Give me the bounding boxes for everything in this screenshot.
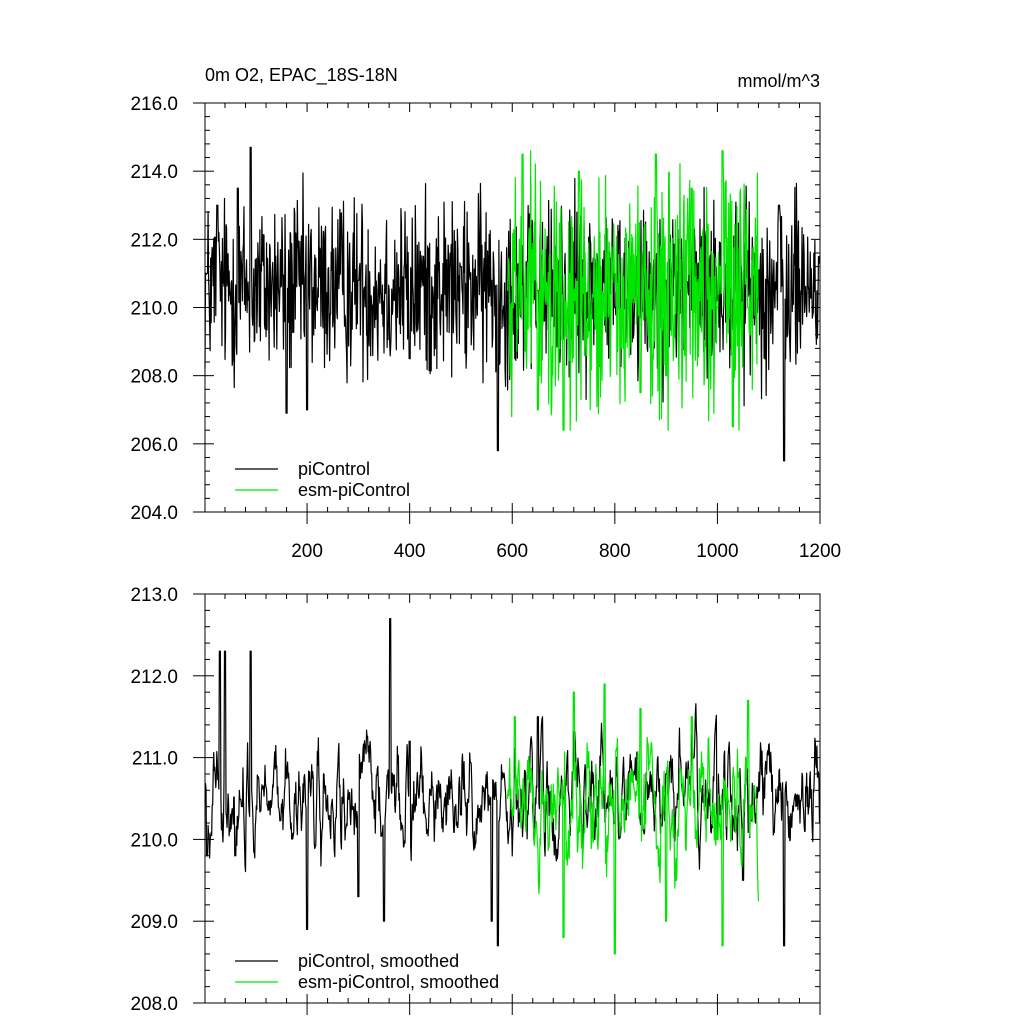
bottom-y-tick-label: 208.0 [130, 994, 178, 1015]
top-title-left: 0m O2, EPAC_18S-18N [205, 65, 398, 86]
legend-label-picontrol: piControl [298, 459, 370, 479]
top-y-tick-label: 208.0 [130, 367, 178, 388]
bottom-panel: 208.0 209.0 210.0 211.0 212.0 213.0 piControl… [130, 585, 821, 1015]
legend-label-esm-picontrol-smoothed: esm-piControl, smoothed [298, 972, 499, 992]
top-x-tick-label: 600 [496, 541, 528, 562]
top-y-tick-label: 206.0 [130, 435, 178, 456]
top-legend: piControl esm-piControl [235, 459, 410, 500]
top-x-tick-label: 400 [394, 541, 426, 562]
top-units-label: mmol/m^3 [738, 71, 820, 91]
top-panel: 0m O2, EPAC_18S-18N mmol/m^3 204.0206.02… [130, 65, 841, 562]
bottom-y-tick-label: 209.0 [130, 912, 178, 933]
top-y-tick-label: 210.0 [130, 299, 178, 320]
top-y-tick-label: 216.0 [130, 94, 178, 115]
top-series-group [204, 146, 821, 462]
top-x-tick-label: 1200 [799, 541, 841, 562]
top-series-esm-picontrol-line [507, 150, 759, 431]
bottom-series-esm-picontrol-line [507, 683, 760, 955]
bottom-series-group [204, 617, 821, 955]
top-x-tick-label: 1000 [696, 541, 738, 562]
bottom-y-tick-label: 211.0 [132, 749, 178, 770]
bottom-ticks-group: 208.0 209.0 210.0 211.0 212.0 213.0 [130, 585, 821, 1015]
top-y-tick-label: 214.0 [130, 162, 178, 183]
bottom-y-tick-label: 210.0 [130, 830, 178, 851]
bottom-legend: piControl, smoothed esm-piControl, smoot… [235, 951, 499, 992]
top-x-tick-label: 800 [599, 541, 631, 562]
top-y-tick-label: 204.0 [130, 503, 178, 524]
legend-label-picontrol-smoothed: piControl, smoothed [298, 951, 459, 971]
top-x-tick-label: 200 [291, 541, 323, 562]
legend-label-esm-picontrol: esm-piControl [298, 480, 410, 500]
bottom-y-tick-label: 212.0 [130, 667, 178, 688]
top-ticks-group: 204.0 206.0 208.0 210.0 212.0 214.0 216.0 200 40… [130, 94, 841, 562]
top-y-tick-label: 212.0 [130, 230, 178, 251]
bottom-y-tick-label: 213.0 [130, 585, 178, 606]
